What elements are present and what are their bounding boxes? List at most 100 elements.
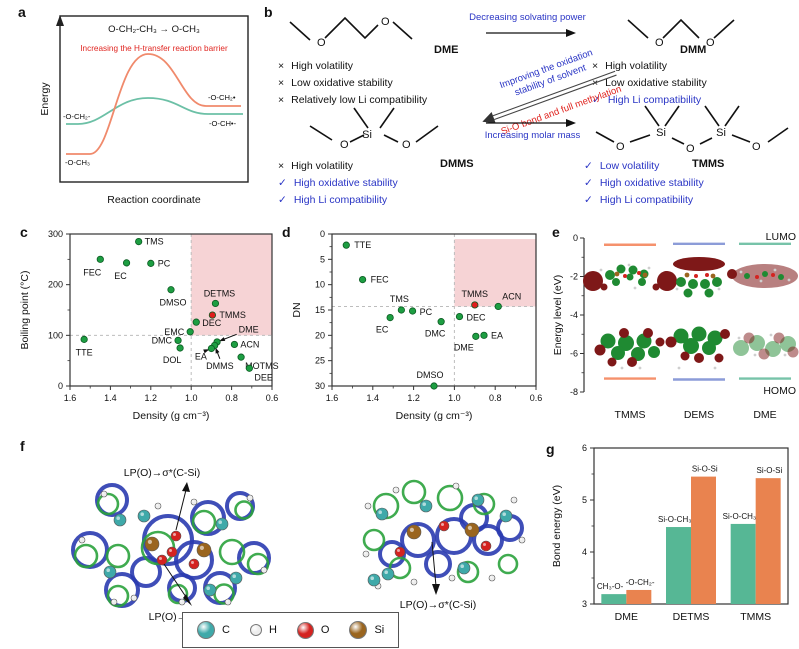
tmms-structure: Si Si O O O bbox=[595, 105, 789, 155]
oxygen-atom: O bbox=[402, 139, 411, 151]
point-label-TMMS: TMMS bbox=[462, 289, 489, 299]
orbital-blob bbox=[714, 353, 724, 363]
oxygen-atom: O bbox=[686, 143, 695, 155]
point-label-ACN: ACN bbox=[240, 339, 259, 349]
oxygen-atom: O bbox=[752, 141, 761, 153]
molecule-label-DEMS: DEMS bbox=[684, 409, 714, 421]
tmms-nbo-molecule bbox=[71, 483, 271, 608]
atom-highlight bbox=[192, 500, 195, 502]
x-tick-label: 1.2 bbox=[407, 393, 420, 403]
atom-highlight bbox=[112, 600, 114, 602]
orbital-ring bbox=[401, 479, 427, 505]
x-tick-label: 1.6 bbox=[326, 393, 339, 403]
atom-highlight bbox=[460, 564, 465, 568]
y-tick-label: 5 bbox=[320, 254, 325, 264]
plot-frame bbox=[59, 15, 249, 183]
panel-e: e 0 -2 -4 -6 -8 Energy level (eV) TMMS DEMS DME L… bbox=[552, 222, 799, 438]
orbital-ring bbox=[174, 540, 214, 580]
atom-highlight bbox=[450, 576, 452, 578]
legend-label: C bbox=[222, 624, 230, 636]
atom-sphere bbox=[394, 546, 406, 558]
orbital-blob bbox=[787, 346, 799, 358]
atom-highlight bbox=[199, 545, 204, 550]
silicon-atom: Si bbox=[716, 127, 726, 139]
atom-highlight bbox=[370, 576, 375, 580]
data-point-PC bbox=[408, 307, 417, 315]
orbital-blob bbox=[627, 357, 637, 367]
orbital-blob bbox=[762, 271, 768, 277]
orbital-blob bbox=[717, 287, 721, 291]
data-point-EC bbox=[122, 259, 131, 267]
orbital-blob bbox=[627, 263, 631, 267]
data-point-EA bbox=[207, 344, 215, 353]
point-label-TTE: TTE bbox=[76, 347, 93, 357]
atom-sphere bbox=[410, 578, 418, 586]
data-point-EMC bbox=[186, 328, 194, 336]
y-tick-label: 0 bbox=[58, 381, 63, 391]
point-label-ACN: ACN bbox=[502, 291, 521, 301]
orbital-blob bbox=[626, 273, 634, 281]
point-label-DMSO: DMSO bbox=[160, 298, 187, 308]
dme-bonds bbox=[289, 16, 413, 41]
bullet-text: Low oxidative stability bbox=[291, 77, 393, 89]
panel-f: f LP(O)→σ*(C-Si) LP(O)→σ*(C-H) LP(O)→σ*(… bbox=[14, 438, 544, 649]
orbital-blob bbox=[778, 274, 784, 280]
molar-mass-label: Increasing molar mass bbox=[484, 130, 581, 141]
bar-TMMS-Si-O-CH₃ bbox=[730, 523, 756, 604]
orbital-blob bbox=[755, 275, 759, 279]
atom-sphere bbox=[448, 574, 456, 582]
bullet-text: High volatility bbox=[291, 160, 353, 172]
molar-mass-arrow bbox=[486, 119, 576, 127]
atom-sphere bbox=[464, 522, 480, 538]
panel-c: c 1.6 1.4 1.2 1.0 0.8 0.6 0 100 200 300 Density (g… bbox=[14, 222, 280, 438]
solvating-arrow-label: Decreasing solvating power bbox=[469, 12, 586, 23]
orbital-blob bbox=[759, 279, 763, 283]
orbital-blob bbox=[661, 271, 671, 281]
bullet-item: ✓ High oxidative stability bbox=[278, 175, 398, 192]
orbital-blob bbox=[684, 272, 690, 278]
atom-sphere bbox=[215, 517, 229, 531]
atom-sphere bbox=[499, 509, 513, 523]
x-tick-label: 1.0 bbox=[185, 393, 198, 403]
barrier-note: Increasing the H-transfer reaction barri… bbox=[80, 44, 228, 53]
check-icon: ✓ bbox=[584, 194, 593, 206]
atom-highlight bbox=[159, 557, 162, 560]
label-arrow bbox=[222, 333, 237, 341]
atom-highlight bbox=[180, 600, 183, 602]
orbital-blob bbox=[619, 328, 629, 338]
orbital-ring bbox=[130, 556, 162, 588]
bar-DME--O-CH₂- bbox=[626, 589, 652, 604]
x-tick-label: 1.6 bbox=[64, 393, 77, 403]
orbital-blob bbox=[704, 288, 714, 298]
data-point-EC bbox=[386, 314, 394, 322]
energy-diagram: O-CH₂-CH₃ → O-CH₃ Increasing the H-trans… bbox=[39, 15, 249, 206]
data-point-TMS bbox=[135, 237, 143, 246]
orange-end-label: -O-CH₂• bbox=[208, 93, 236, 102]
y-tick-label: 4 bbox=[582, 547, 587, 557]
point-label-DMMS: DMMS bbox=[206, 361, 234, 371]
dmm-structure: O O bbox=[627, 18, 735, 49]
atom-highlight bbox=[206, 586, 210, 590]
point-label-DEE: DEE bbox=[254, 372, 273, 382]
y-axis-label: Bond energy (eV) bbox=[551, 485, 563, 567]
orbital-blob bbox=[683, 338, 699, 354]
atom-highlight bbox=[512, 498, 514, 500]
orbital-blob bbox=[720, 329, 730, 339]
dmms-name: DMMS bbox=[440, 158, 474, 170]
atom-sphere bbox=[178, 598, 186, 606]
data-point-MOTMS bbox=[237, 353, 245, 361]
orbital-ring bbox=[73, 543, 99, 569]
atom-highlight bbox=[226, 600, 229, 602]
panel-c-letter: c bbox=[20, 224, 28, 240]
bar-label: Si-O-CH₃ bbox=[658, 515, 691, 524]
data-point-DMC bbox=[174, 336, 182, 345]
y-axis-label: DN bbox=[291, 302, 303, 317]
atom-sphere bbox=[188, 558, 200, 570]
oxygen-atom: O bbox=[655, 37, 664, 49]
orbital-ring bbox=[191, 509, 217, 535]
bullet-item: ✓ Low volatility bbox=[584, 158, 704, 175]
orbital-ring bbox=[456, 560, 480, 584]
atom-sphere bbox=[224, 598, 232, 606]
bullet-item: × Relatively low Li compatibility bbox=[278, 92, 427, 109]
atom-sphere bbox=[260, 566, 268, 574]
